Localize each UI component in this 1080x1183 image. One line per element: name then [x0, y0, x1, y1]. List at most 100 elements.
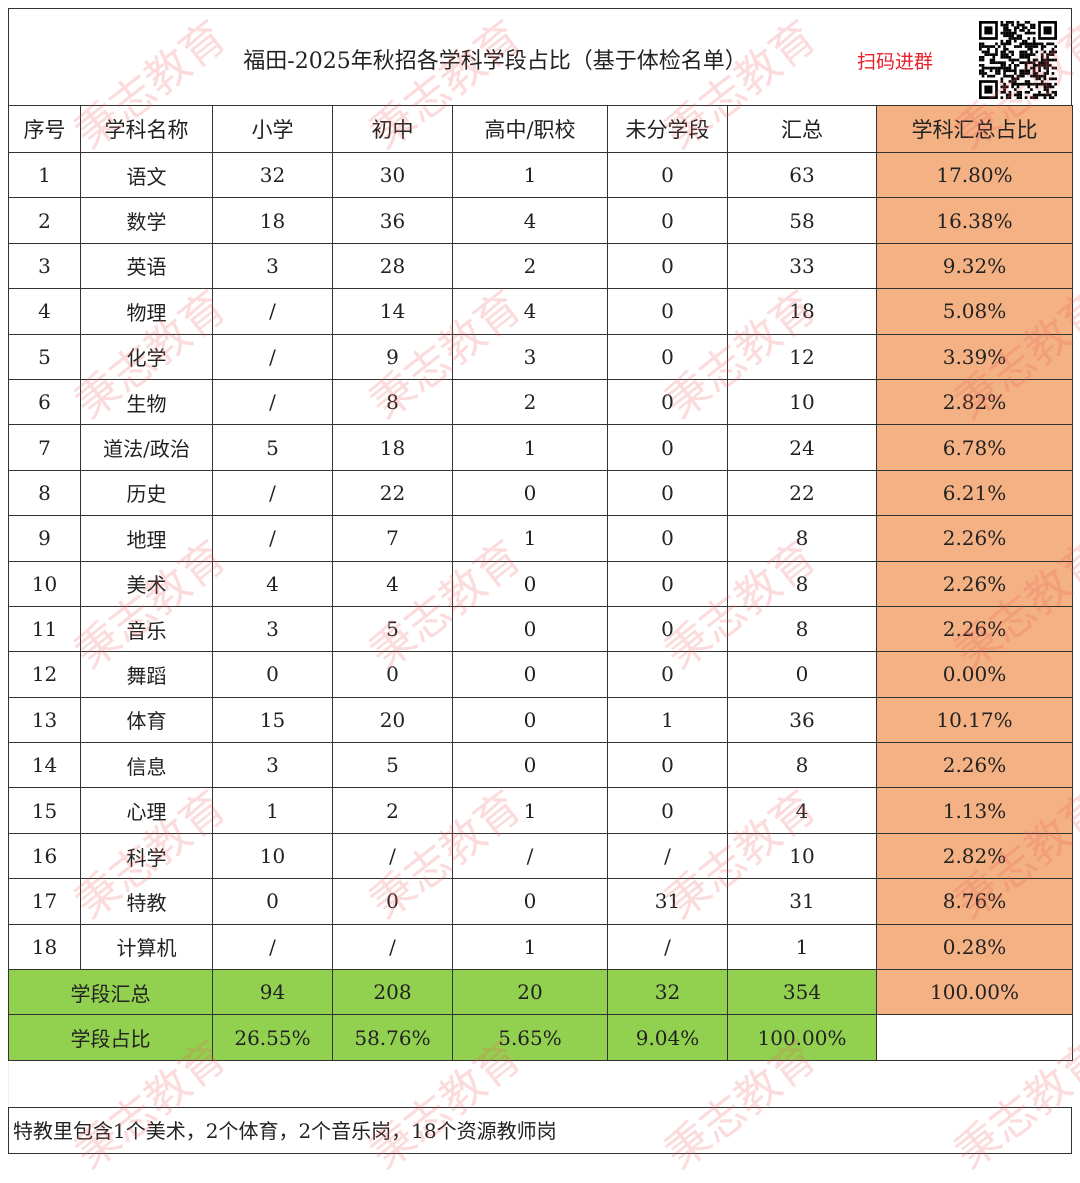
table-cell: 0 [212, 651, 333, 698]
table-cell: 生物 [80, 378, 213, 426]
table-cell: 6.21% [876, 469, 1073, 517]
table-cell: 0 [607, 333, 728, 380]
table-cell: 2.82% [876, 832, 1073, 880]
table-cell: 58 [727, 197, 877, 244]
table-cell: 2 [452, 378, 608, 426]
table-cell: 4 [332, 560, 453, 607]
column-header: 小学 [212, 105, 333, 153]
table-cell: 2.82% [876, 378, 1073, 426]
table-cell: 22 [332, 469, 453, 517]
table-cell: 17.80% [876, 151, 1073, 199]
table-cell: 2 [452, 242, 608, 290]
table-cell: 8 [8, 469, 81, 517]
table-cell: 1 [452, 515, 608, 562]
blank-row [8, 1060, 1072, 1107]
table-cell: 4 [452, 288, 608, 335]
qr-code-image [979, 21, 1057, 99]
title-row: 福田-2025年秋招各学科学段占比（基于体检名单） 扫码进群 [8, 8, 1072, 105]
table-cell: 10 [727, 378, 877, 426]
table-row: 15 心理 1 2 1 0 4 1.13% [8, 787, 1073, 834]
table-cell: 3 [212, 242, 333, 290]
table-cell: 0 [452, 651, 608, 698]
table-cell: 9 [8, 515, 81, 562]
table-cell: 31 [727, 878, 877, 925]
table-row: 17 特教 0 0 0 31 31 8.76% [8, 878, 1073, 925]
table-cell: 6 [8, 378, 81, 426]
table-cell: 2.26% [876, 515, 1073, 562]
table-cell: / [332, 923, 453, 971]
table-cell: 0 [607, 742, 728, 789]
table-cell: 3 [452, 333, 608, 380]
table-cell: 26.55% [212, 1014, 333, 1061]
table-row: 4 物理/14 4 0 18 5.08% [8, 288, 1073, 335]
table-cell: 100.00% [727, 1014, 877, 1061]
table-cell: 历史 [80, 469, 213, 517]
table-cell: 舞蹈 [80, 651, 213, 698]
table-cell: 31 [607, 878, 728, 925]
table-cell: 32 [607, 969, 728, 1016]
table-cell: 15 [8, 787, 81, 834]
table-cell: 0 [607, 242, 728, 290]
table-cell: 0 [727, 651, 877, 698]
table-cell: 18 [332, 424, 453, 471]
table-cell: 4 [452, 197, 608, 244]
table-cell: / [452, 832, 608, 880]
table-cell: 道法/政治 [80, 424, 213, 471]
table-cell: 4 [727, 787, 877, 834]
footnote: 特教里包含1个美术，2个体育，2个音乐岗，18个资源教师岗 [8, 1106, 1072, 1154]
table-row: 1 语文 32 30 1 0 63 17.80% [8, 151, 1073, 199]
table-cell: 9.04% [607, 1014, 728, 1061]
table-cell: 8.76% [876, 878, 1073, 925]
table-cell: / [212, 515, 333, 562]
table-cell: 物理 [80, 288, 213, 335]
table-cell: 8 [727, 515, 877, 562]
table-cell: 5 [332, 742, 453, 789]
table-cell: 2 [8, 197, 81, 244]
empty-cell [876, 1014, 1073, 1061]
table-cell: 17 [8, 878, 81, 925]
summary-label: 学段占比 [8, 1014, 213, 1061]
table-cell: 5 [332, 605, 453, 653]
table-cell: 体育 [80, 696, 213, 744]
table-cell: 特教 [80, 878, 213, 925]
table-cell: 0 [607, 560, 728, 607]
table-cell: 100.00% [876, 969, 1073, 1016]
table-cell: / [212, 288, 333, 335]
table-cell: 2.26% [876, 560, 1073, 607]
table-cell: 0 [212, 878, 333, 925]
table-cell: 8 [332, 378, 453, 426]
table-cell: 8 [727, 560, 877, 607]
table-cell: 0 [607, 515, 728, 562]
table-cell: 33 [727, 242, 877, 290]
table-cell: 18 [727, 288, 877, 335]
spreadsheet: 福田-2025年秋招各学科学段占比（基于体检名单） 扫码进群 序号 学科名称 小学初… [8, 8, 1073, 1154]
table-cell: 14 [8, 742, 81, 789]
table-cell: 英语 [80, 242, 213, 290]
table-cell: 30 [332, 151, 453, 199]
table-cell: 3 [212, 742, 333, 789]
table-cell: 美术 [80, 560, 213, 607]
table-cell: 9.32% [876, 242, 1073, 290]
table-cell: / [607, 832, 728, 880]
summary-total-row: 学段汇总 94 208 20 32 354 100.00% [8, 969, 1073, 1016]
table-cell: / [607, 923, 728, 971]
table-cell: 10 [727, 832, 877, 880]
qr-label: 扫码进群 [857, 51, 934, 73]
table-row: 7 道法/政治 5 18 1 0 24 6.78% [8, 424, 1073, 471]
table-row: 12 舞蹈 0 0 0 0 0 0.00% [8, 651, 1073, 698]
table-cell: 94 [212, 969, 333, 1016]
table-cell: 0 [607, 378, 728, 426]
header-row: 序号 学科名称 小学 初中 高中/职校 未分学段 汇总 学科汇总占比 [8, 105, 1073, 153]
table-cell: 63 [727, 151, 877, 199]
table-cell: 1 [452, 424, 608, 471]
table-cell: 1 [452, 923, 608, 971]
table-cell: / [212, 378, 333, 426]
table-cell: 13 [8, 696, 81, 744]
table-cell: 58.76% [332, 1014, 453, 1061]
table-row: 11 音乐 3 5 0 0 8 2.26% [8, 605, 1073, 653]
table-cell: 24 [727, 424, 877, 471]
column-header: 未分学段 [607, 105, 728, 153]
table-cell: 1 [727, 923, 877, 971]
summary-ratio-row: 学段占比 26.55% 58.76% 5.65% 9.04% 100.00% [8, 1014, 1073, 1061]
table-cell: 20 [452, 969, 608, 1016]
